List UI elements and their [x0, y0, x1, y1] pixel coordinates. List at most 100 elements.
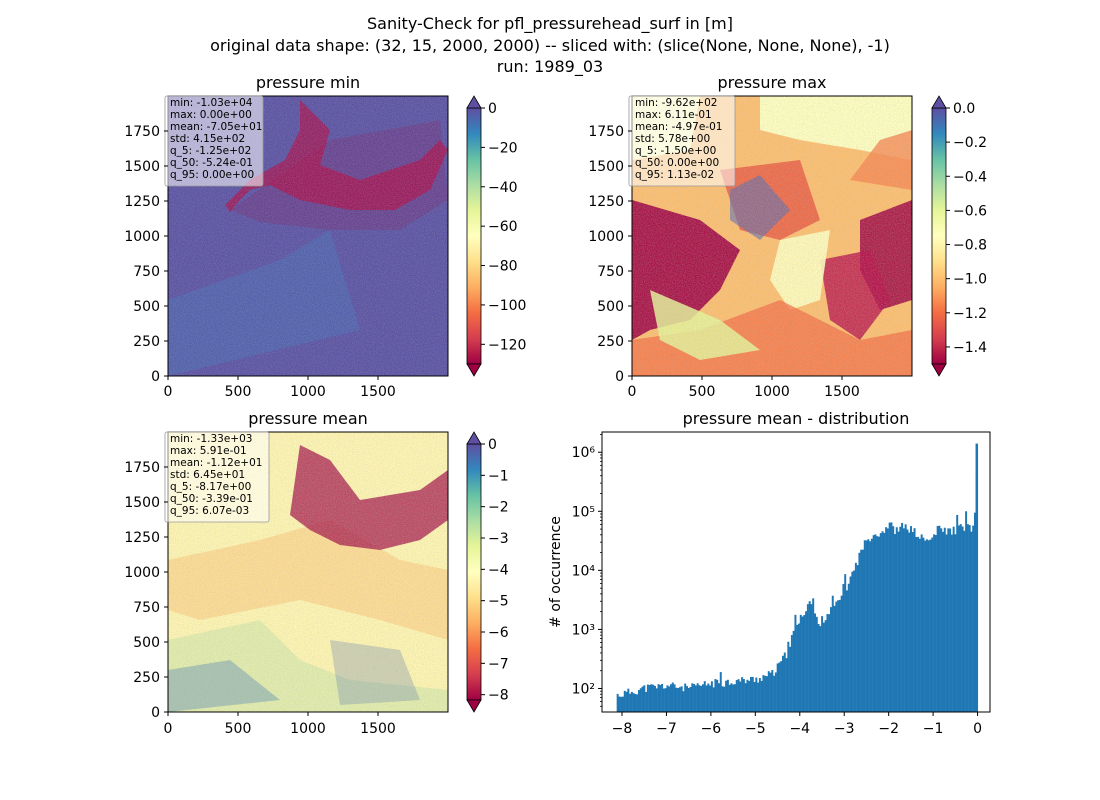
- colorbar-tick-label: −7: [488, 656, 509, 672]
- histogram-bar: [952, 526, 955, 712]
- colorbar-tick-label: −4: [488, 562, 509, 578]
- histogram-bar: [814, 613, 816, 712]
- histogram-bar: [746, 679, 749, 712]
- histogram-bar: [774, 672, 777, 712]
- x-tick-label: −8: [612, 721, 633, 737]
- histogram-bar: [623, 690, 626, 712]
- histogram-bar: [744, 683, 747, 712]
- histogram-bar: [742, 679, 745, 712]
- histogram-bar: [705, 685, 708, 712]
- x-ticks: −8 −7 −6 −5 −4 −3 −2 −1 0: [612, 712, 982, 737]
- histogram-bar: [847, 583, 850, 712]
- colorbar-tick-label: 0: [488, 437, 497, 453]
- histogram-bar: [694, 685, 697, 712]
- y-tick-label: 10⁴: [572, 563, 596, 579]
- histogram-bar: [732, 684, 735, 712]
- histogram-bar: [870, 538, 873, 712]
- histogram-bar: [801, 616, 804, 712]
- x-ticks: 0 500 1000 1500: [164, 712, 396, 737]
- y-tick-label: 1250: [124, 530, 160, 546]
- histogram-bar: [851, 571, 854, 712]
- colorbar-tick-label: −40: [488, 180, 518, 196]
- histogram-bar: [974, 512, 976, 712]
- histogram-bar: [886, 528, 889, 712]
- histogram-bar: [684, 683, 687, 712]
- histogram-bar: [627, 688, 630, 712]
- histogram-bar: [806, 604, 809, 712]
- histogram-bar: [831, 595, 834, 712]
- histogram-bar: [790, 635, 793, 712]
- histogram-bar: [869, 541, 872, 712]
- histogram-bar: [878, 536, 880, 712]
- colorbar-tick-label: −60: [488, 219, 518, 235]
- histogram-bar: [867, 539, 870, 712]
- histogram-bar: [776, 663, 779, 712]
- histogram-bar: [906, 529, 909, 712]
- histogram-bar: [714, 679, 717, 712]
- histogram-bar: [693, 683, 696, 712]
- histogram-bar: [975, 443, 979, 712]
- histogram-bar: [678, 687, 681, 712]
- histogram-bar: [894, 534, 896, 712]
- y-tick-label: 750: [133, 264, 160, 280]
- histogram-bar: [657, 684, 660, 712]
- histogram-bar: [958, 525, 960, 712]
- colorbar-tick-label: −120: [488, 337, 526, 353]
- colorbar-tick-label: 0.0: [953, 101, 975, 117]
- x-tick-label: 1000: [290, 384, 326, 400]
- histogram-bar: [961, 526, 964, 712]
- histogram-bar: [917, 536, 920, 712]
- colorbar-extend-max: [931, 95, 947, 109]
- colorbar-tick-label: −6: [488, 625, 509, 641]
- y-tick-label: 1250: [124, 194, 160, 210]
- histogram-bar: [954, 534, 957, 712]
- histogram-bar: [881, 531, 884, 712]
- histogram-bar: [949, 528, 952, 712]
- histogram-bar: [664, 688, 667, 712]
- histogram-bar: [758, 678, 761, 712]
- histogram-bar: [723, 686, 726, 712]
- colorbar-extend-min: [466, 363, 482, 377]
- histogram-bar: [842, 584, 845, 712]
- figure-title-line-2: original data shape: (32, 15, 2000, 2000…: [210, 36, 890, 55]
- y-tick-label: 500: [597, 299, 624, 315]
- panel-title: pressure mean: [248, 409, 368, 428]
- stats-line: q_95: 6.07e-03: [170, 505, 249, 517]
- histogram-bar: [947, 528, 950, 712]
- colorbar-tick-label: −1.4: [953, 340, 987, 356]
- histogram-bar: [862, 549, 864, 712]
- y-tick-label: 10²: [572, 681, 595, 697]
- histogram-bar: [639, 688, 642, 712]
- histogram-bar: [822, 622, 825, 712]
- y-ticks: 0 250 500 750 1000 1250 1500 1750: [124, 124, 168, 385]
- x-tick-label: 1000: [290, 721, 326, 737]
- histogram-bar: [750, 676, 752, 712]
- figure-title-line-3: run: 1989_03: [497, 57, 603, 77]
- colorbar-gradient: [931, 107, 947, 365]
- stats-line: q_5: -8.17e+00: [170, 481, 251, 493]
- histogram-bar: [618, 696, 621, 712]
- histogram-bar: [737, 679, 740, 712]
- stats-line: q_95: 1.13e-02: [635, 169, 714, 181]
- histogram-bar: [915, 537, 918, 712]
- histogram-bar: [757, 682, 760, 712]
- x-tick-label: −5: [745, 721, 766, 737]
- histogram-bar: [799, 614, 802, 712]
- stats-line: q_95: 0.00e+00: [170, 169, 254, 181]
- histogram-bar: [735, 680, 738, 712]
- colorbar-tick-label: −0.6: [953, 203, 987, 219]
- histogram-bar: [748, 680, 751, 712]
- histogram-bar: [616, 693, 619, 712]
- histogram-bar: [942, 531, 944, 712]
- histogram-bar: [805, 611, 808, 712]
- histogram-bar: [792, 630, 795, 712]
- x-tick-label: −6: [701, 721, 722, 737]
- histogram-bar: [950, 534, 953, 712]
- histogram-bar: [646, 684, 649, 712]
- histogram-bar: [654, 685, 656, 712]
- histogram-bar: [677, 688, 680, 712]
- histogram-bar: [945, 534, 948, 712]
- colorbar-tick-label: −3: [488, 531, 509, 547]
- histogram-bar: [929, 539, 932, 712]
- histogram-bar: [636, 694, 639, 712]
